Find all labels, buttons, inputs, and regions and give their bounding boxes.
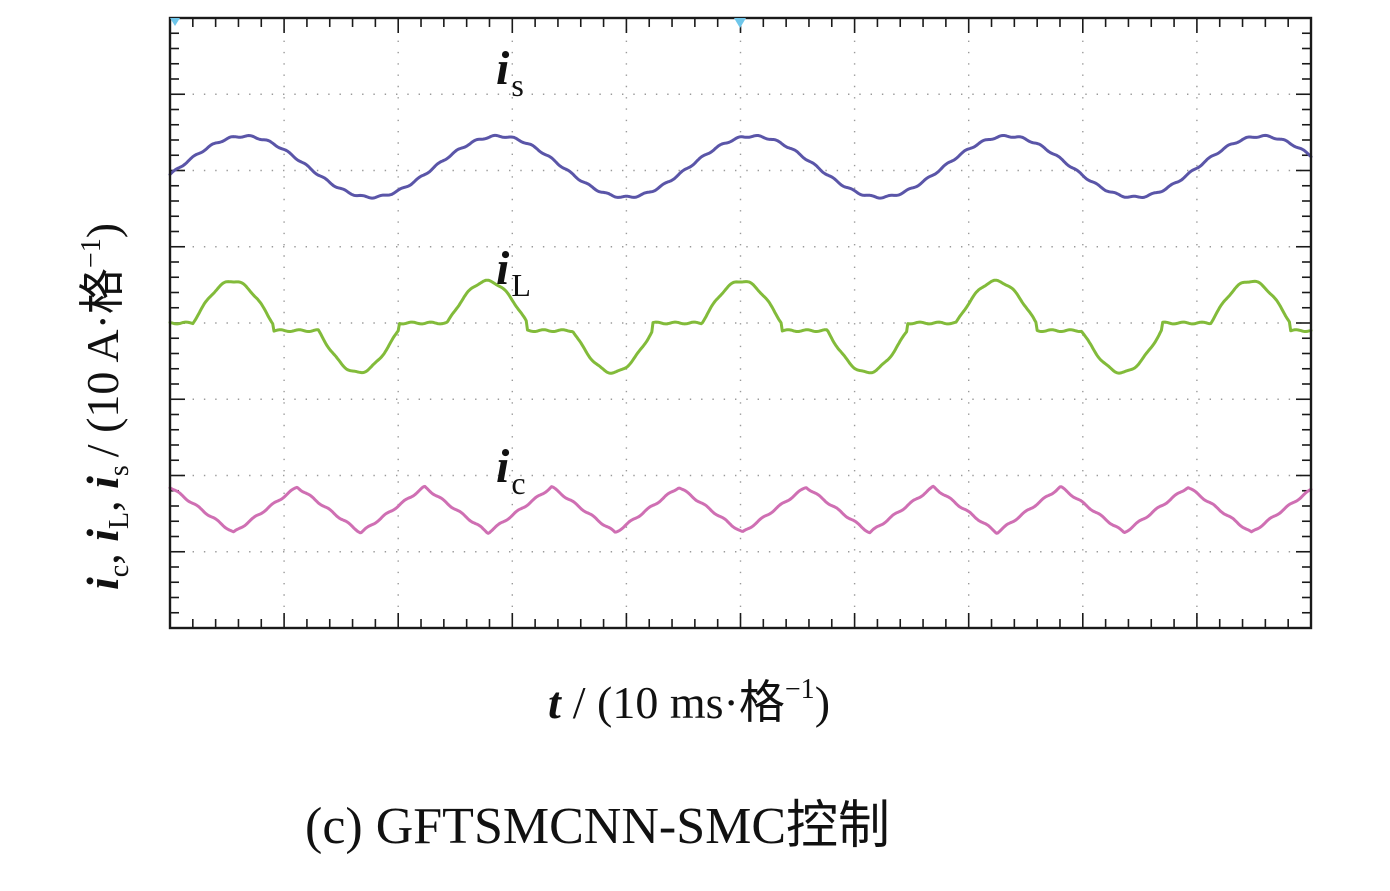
figure-caption: (c) GFTSMCNN-SMC控制: [305, 798, 890, 855]
label-iL: iL: [496, 242, 531, 303]
trigger-marker-top: [734, 18, 746, 28]
trace-iL: [168, 278, 1313, 375]
grid-lines: [170, 18, 1311, 628]
waveform-traces: [168, 133, 1313, 535]
label-ic: ic: [496, 440, 526, 501]
trigger-marker-left: [170, 18, 180, 26]
y-axis-label: ic, iL, is/ (10 A·格−1): [76, 223, 135, 590]
trace-is: [168, 133, 1313, 200]
trace-ic: [168, 484, 1313, 535]
axis-ticks: [169, 17, 1312, 629]
x-axis-label: t / (10 ms·格−1): [548, 674, 830, 728]
label-is: is: [496, 42, 524, 103]
